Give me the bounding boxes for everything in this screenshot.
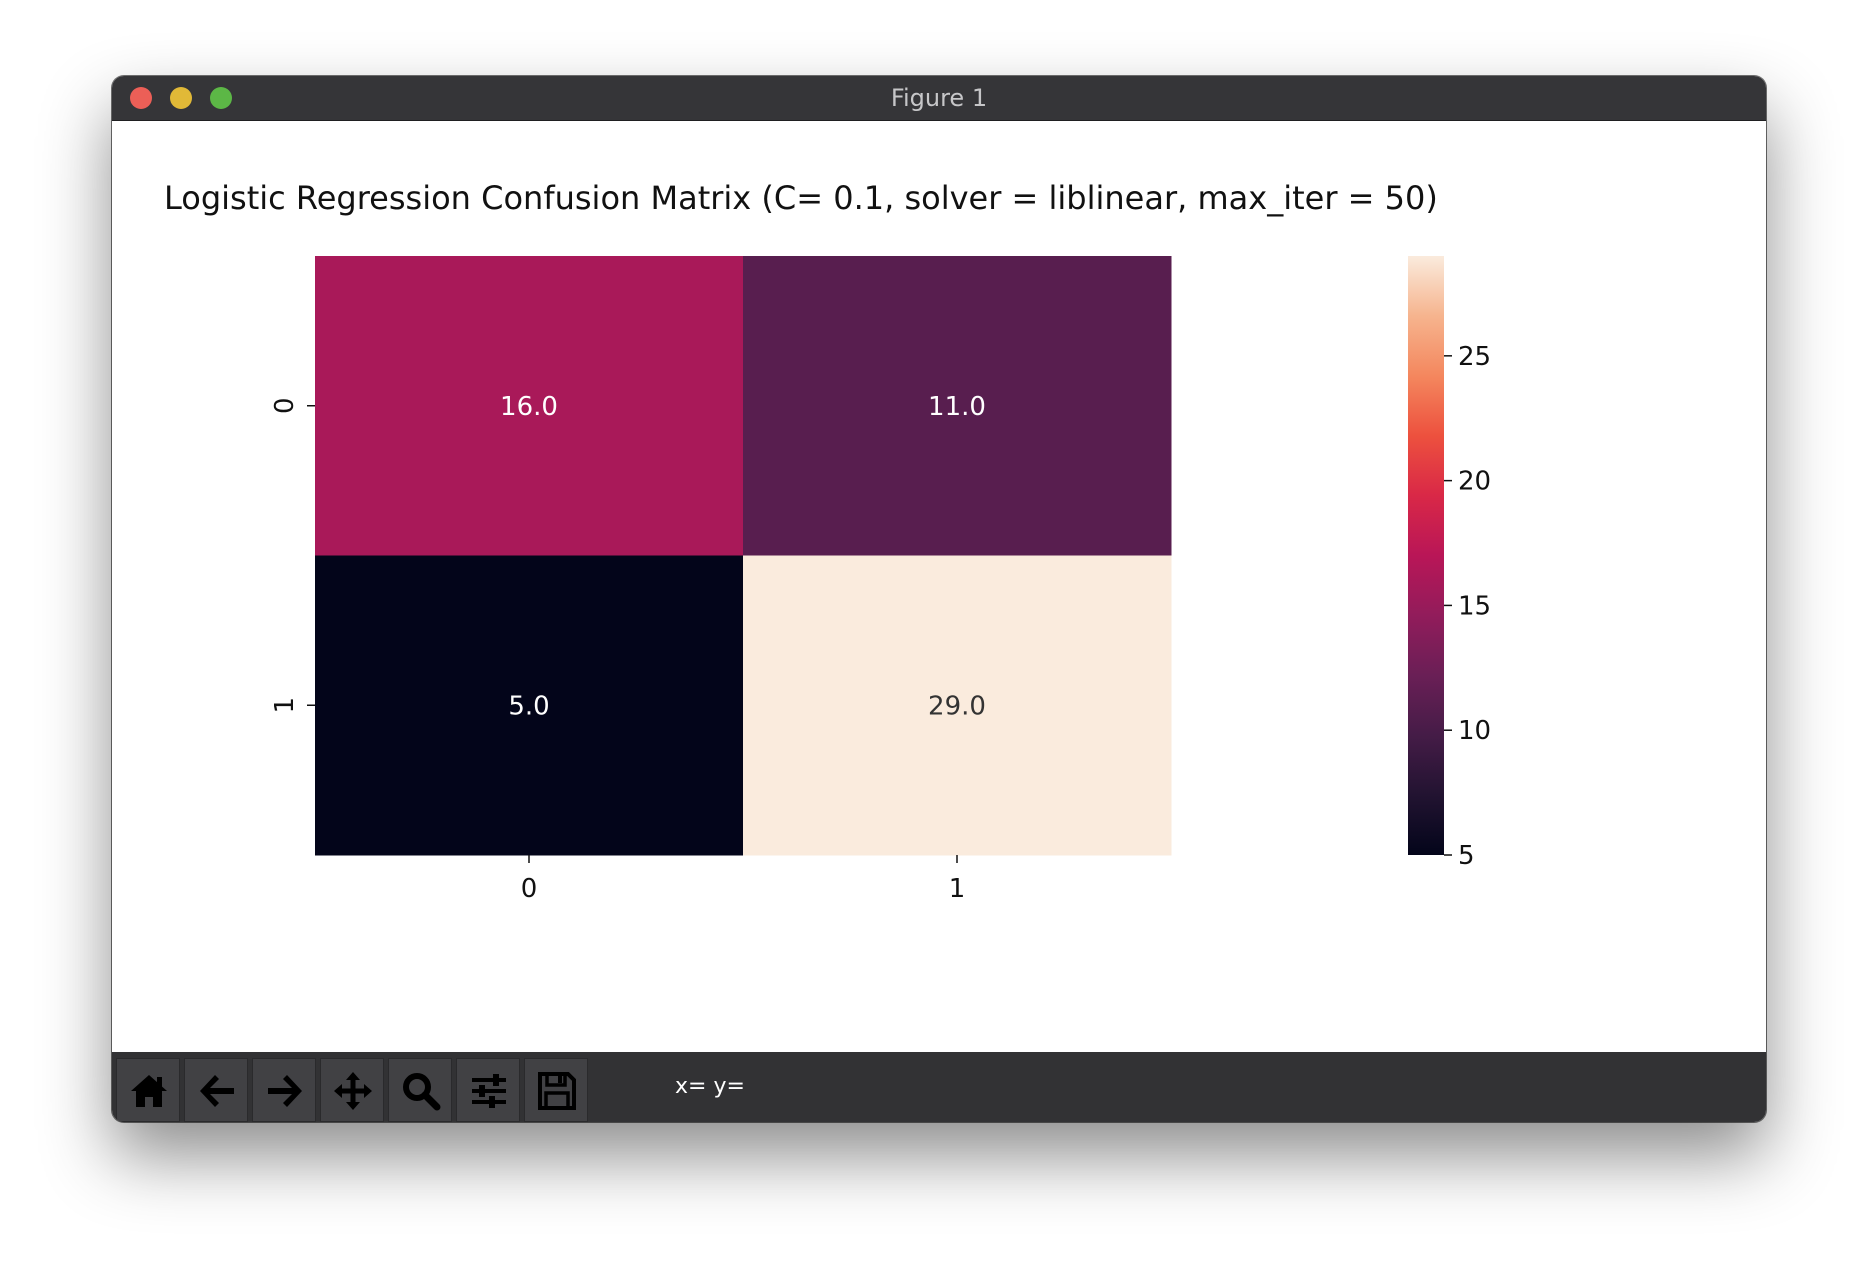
y-tick-label: 1 xyxy=(270,697,300,714)
x-tick-label: 1 xyxy=(949,874,966,904)
cursor-coordinates: x= y= xyxy=(675,1074,745,1099)
maximize-window-button[interactable] xyxy=(210,87,232,109)
title-bar[interactable]: Figure 1 xyxy=(112,76,1766,121)
colorbar-tick-label: 25 xyxy=(1458,342,1491,372)
colorbar-tick-label: 20 xyxy=(1458,467,1491,497)
colorbar-gradient xyxy=(1408,256,1444,855)
arrow-right-icon xyxy=(268,1075,302,1107)
cell-annotation: 5.0 xyxy=(508,691,549,721)
forward-button[interactable] xyxy=(252,1058,316,1122)
save-button[interactable] xyxy=(524,1058,588,1122)
heatmap-cell xyxy=(743,555,1172,856)
colorbar-tick-label: 5 xyxy=(1458,841,1475,871)
arrow-left-icon xyxy=(200,1075,234,1107)
search-icon xyxy=(403,1073,441,1111)
minimize-window-button[interactable] xyxy=(170,87,192,109)
home-button[interactable] xyxy=(116,1058,180,1122)
colorbar-tick-label: 10 xyxy=(1458,716,1491,746)
x-tick-label: 0 xyxy=(521,874,538,904)
zoom-button[interactable] xyxy=(388,1058,452,1122)
back-button[interactable] xyxy=(184,1058,248,1122)
heatmap-cell xyxy=(743,256,1172,556)
figure-window: Figure 1 Logistic Regression xyxy=(112,76,1766,1122)
navigation-toolbar xyxy=(112,1052,1766,1122)
sliders-icon xyxy=(472,1074,506,1108)
home-icon xyxy=(131,1075,167,1107)
cell-annotation: 29.0 xyxy=(928,691,986,721)
pan-button[interactable] xyxy=(320,1058,384,1122)
save-icon xyxy=(538,1072,576,1110)
window-title: Figure 1 xyxy=(890,84,988,112)
configure-subplots-button[interactable] xyxy=(456,1058,520,1122)
chart-title: Logistic Regression Confusion Matrix (C=… xyxy=(164,179,1438,217)
colorbar: 5 10 15 20 25 xyxy=(1408,256,1491,871)
heatmap-cells: 16.0 11.0 5.0 29.0 xyxy=(315,256,1172,856)
heatmap-cell xyxy=(315,555,744,856)
heatmap-chart: Logistic Regression Confusion Matrix (C=… xyxy=(164,179,1491,904)
figure-canvas[interactable]: Logistic Regression Confusion Matrix (C=… xyxy=(112,121,1766,1052)
y-tick-label: 0 xyxy=(270,397,300,414)
cell-annotation: 16.0 xyxy=(500,392,558,422)
heatmap-cell xyxy=(315,256,744,556)
close-window-button[interactable] xyxy=(130,87,152,109)
colorbar-tick-label: 15 xyxy=(1458,591,1491,621)
y-axis: 01 xyxy=(270,397,315,714)
cell-annotation: 11.0 xyxy=(928,392,986,422)
move-icon xyxy=(334,1072,372,1110)
